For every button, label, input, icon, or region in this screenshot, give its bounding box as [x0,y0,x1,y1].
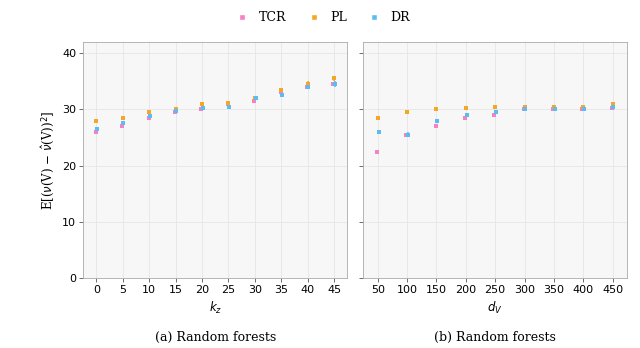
Legend: TCR, PL, DR: TCR, PL, DR [225,6,415,29]
X-axis label: $d_V$: $d_V$ [488,300,503,316]
X-axis label: $k_z$: $k_z$ [209,300,222,316]
Text: (a) Random forests: (a) Random forests [155,331,276,343]
Text: (b) Random forests: (b) Random forests [434,331,556,343]
Y-axis label: E[($\nu$(V) $-$ $\hat{\nu}$(V))$^2$]: E[($\nu$(V) $-$ $\hat{\nu}$(V))$^2$] [40,110,56,210]
